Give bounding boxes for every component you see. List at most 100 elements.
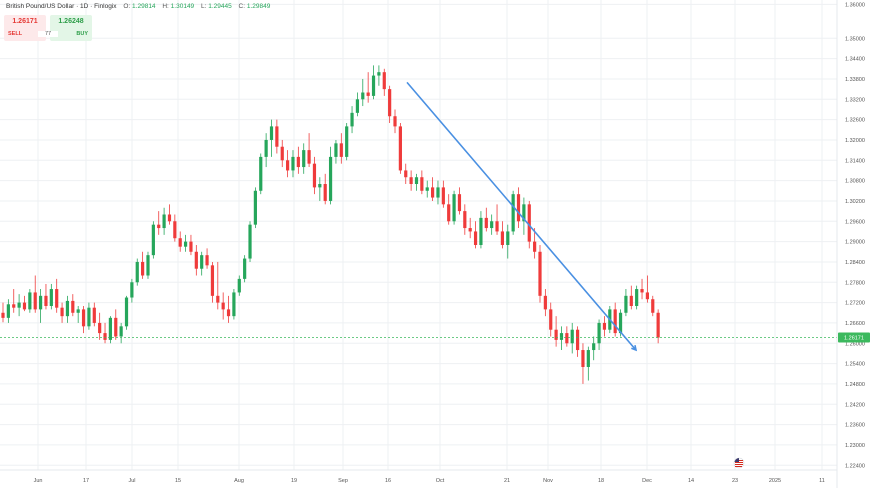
y-tick-label: 1.31400 — [845, 158, 865, 164]
candle — [575, 326, 580, 357]
candle — [473, 221, 478, 249]
candle — [516, 187, 521, 229]
candle — [28, 289, 32, 313]
y-tick-label: 1.23600 — [845, 423, 865, 429]
candle — [377, 65, 381, 86]
y-tick-label: 1.30800 — [845, 179, 865, 185]
candle — [640, 278, 644, 300]
y-tick-label: 1.32000 — [845, 138, 865, 144]
y-tick-label: 1.33800 — [845, 77, 865, 83]
candle — [592, 336, 596, 361]
candle — [554, 316, 558, 347]
candle — [216, 261, 220, 310]
last-price-badge — [838, 332, 870, 343]
candle — [382, 68, 386, 96]
candle — [130, 278, 134, 303]
candle — [457, 187, 462, 215]
candle — [597, 319, 601, 351]
candle — [141, 251, 145, 279]
y-tick-label: 1.27200 — [845, 301, 865, 307]
low-label: L: — [200, 3, 207, 10]
candle — [522, 197, 526, 235]
candle — [162, 207, 166, 235]
candle — [543, 289, 547, 317]
candle — [269, 119, 274, 157]
trade-panel: 1.26171 SELL 1.26248 BUY 77 — [4, 15, 92, 42]
candle — [194, 244, 198, 276]
candle — [586, 346, 590, 381]
symbol-legend: British Pound/US Dollar · 1D · Finlogix … — [6, 3, 270, 10]
candle — [334, 139, 338, 164]
candle — [87, 302, 91, 330]
candle-series — [1, 65, 660, 384]
candle — [248, 221, 252, 262]
candle — [98, 312, 102, 340]
candle — [345, 123, 349, 161]
candle — [624, 289, 628, 317]
candle — [436, 180, 440, 205]
candle — [328, 146, 333, 205]
candle — [253, 187, 257, 229]
low-value: 1.29445 — [208, 3, 232, 10]
candle — [6, 299, 10, 323]
candle — [71, 294, 75, 317]
high-value: 1.30149 — [170, 3, 195, 10]
candle — [635, 285, 639, 310]
candle — [312, 156, 317, 195]
candle — [17, 294, 21, 317]
candle — [629, 285, 633, 310]
candle — [425, 180, 429, 198]
candle — [366, 72, 370, 103]
y-tick-label: 1.26000 — [845, 341, 865, 347]
candle — [355, 92, 360, 117]
buy-button[interactable]: 1.26248 BUY — [50, 15, 92, 41]
x-tick-label: Oct — [436, 478, 445, 484]
candle — [173, 214, 177, 242]
price-axis[interactable]: 1.36000 1.35000 1.34400 1.33800 1.33200 1.326… — [838, 2, 870, 469]
candle — [414, 173, 419, 191]
y-tick-label: 1.26600 — [845, 321, 865, 327]
candle — [151, 221, 155, 259]
y-tick-label: 1.25400 — [845, 362, 865, 368]
candle — [361, 78, 365, 107]
candle — [237, 275, 241, 296]
candle — [33, 275, 37, 313]
y-tick-label: 1.29000 — [845, 240, 865, 246]
y-tick-label: 1.22400 — [845, 463, 865, 469]
x-tick-label: 2025 — [769, 478, 781, 484]
symbol-title[interactable]: British Pound/US Dollar · 1D · Finlogix — [6, 3, 117, 10]
time-axis[interactable]: Jun 17 Jul 15 Aug 19 Sep 16 Oct 21 Nov 18 Dec 14 23 202… — [34, 478, 825, 484]
us-flag-icon[interactable] — [733, 457, 745, 469]
candle — [645, 275, 649, 303]
candle — [613, 302, 617, 337]
candle — [291, 150, 295, 178]
trendline-arrow — [631, 344, 638, 352]
candle — [538, 244, 542, 303]
y-tick-label: 1.23000 — [845, 443, 865, 449]
sell-button[interactable]: 1.26171 SELL — [4, 15, 46, 41]
candle — [307, 133, 311, 168]
last-price-label: 1.26171 — [844, 335, 864, 341]
candle — [431, 177, 435, 201]
candle — [226, 295, 231, 323]
sell-price: 1.26171 — [12, 18, 38, 25]
x-tick-label: 21 — [504, 478, 510, 484]
candle — [49, 283, 53, 310]
candle — [280, 139, 284, 168]
candle — [409, 170, 413, 191]
y-tick-label: 1.24800 — [845, 382, 865, 388]
candle — [167, 204, 172, 225]
candle — [447, 194, 451, 225]
candle — [92, 302, 96, 327]
candle — [581, 343, 585, 384]
candle — [210, 261, 215, 303]
y-tick-label: 1.24200 — [845, 402, 865, 408]
candle — [339, 133, 343, 164]
x-tick-label: 19 — [291, 478, 297, 484]
candle — [500, 221, 505, 249]
x-tick-label: 17 — [83, 478, 89, 484]
trendline[interactable] — [406, 81, 637, 351]
candle — [232, 289, 236, 320]
candle — [511, 190, 515, 235]
